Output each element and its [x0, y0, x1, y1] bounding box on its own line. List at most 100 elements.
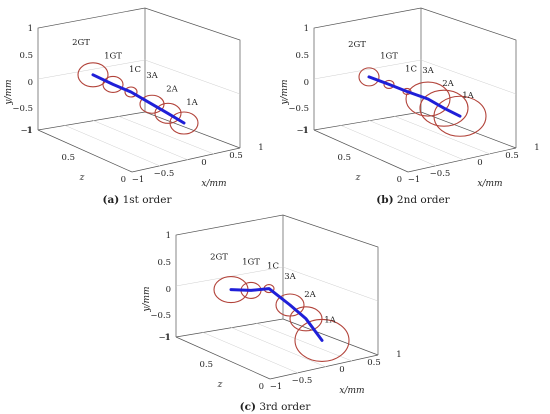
x-tick: 1: [534, 143, 539, 153]
subplot-caption: (b) 2nd order: [376, 194, 450, 206]
x-tick: 0.5: [505, 151, 519, 161]
x-ticks: −1 −0.5 0 0.5 1: [270, 350, 402, 392]
station-label: 1GT: [104, 51, 122, 61]
z-tick: 1: [165, 333, 170, 343]
x-ticks: −1 −0.5 0 0.5 1: [132, 143, 264, 185]
station-label: 1A: [462, 91, 474, 101]
y-tick: 1: [304, 24, 309, 34]
z-tick: 0: [397, 175, 402, 185]
x-tick: −0.5: [430, 169, 451, 179]
station-label: 3A: [422, 66, 434, 76]
x-axis-label: x/mm: [477, 179, 502, 189]
y-axis-label: y/mm: [280, 79, 290, 105]
x-tick: 1: [258, 143, 263, 153]
station-label: 2A: [442, 79, 454, 89]
y-tick: 0: [304, 78, 309, 88]
z-ticks: 1 0.5 0: [165, 333, 264, 392]
y-tick: −0.5: [288, 104, 309, 114]
z-tick: 1: [27, 126, 32, 136]
axes-box: [37, 7, 241, 173]
x-tick: −1: [270, 382, 283, 392]
z-axis-label: z: [217, 380, 223, 390]
axes-box: [313, 7, 517, 173]
y-tick: 0.5: [19, 51, 33, 61]
orbit-ellipse: [294, 318, 350, 362]
x-tick: 0: [477, 158, 482, 168]
y-tick: −1: [296, 126, 309, 136]
y-tick: 0: [166, 285, 171, 295]
y-tick: −0.5: [150, 311, 171, 321]
caption-text: 3rd order: [259, 401, 311, 413]
caption-letter: (b): [376, 194, 393, 206]
z-tick: 0: [259, 382, 264, 392]
caption-text: 1st order: [123, 194, 173, 206]
station-label: 2A: [166, 84, 178, 94]
y-axis-label: y/mm: [142, 286, 152, 312]
x-tick: −0.5: [292, 376, 313, 386]
x-tick: 0.5: [367, 358, 381, 368]
y-tick: −1: [20, 126, 33, 136]
z-tick: 0.5: [199, 360, 213, 370]
orbit-ellipse: [77, 62, 109, 88]
orbit-ellipse: [124, 86, 138, 98]
x-tick: −0.5: [154, 169, 175, 179]
station-label: 1A: [324, 315, 336, 325]
orbit-ellipse: [169, 111, 199, 135]
shaft-deflection-line: [229, 287, 324, 342]
y-tick: −0.5: [12, 104, 33, 114]
orbit-ellipse: [383, 79, 395, 89]
y-ticks: 1 0.5 0 −0.5 −1: [150, 231, 171, 343]
orbit-ellipse: [154, 102, 182, 124]
station-label: 1GT: [380, 51, 398, 61]
x-axis-label: x/mm: [201, 179, 226, 189]
shaft-deflection-line: [367, 75, 462, 118]
axes-box: [175, 214, 379, 380]
x-tick: 0: [339, 365, 344, 375]
station-label: 1C: [267, 262, 279, 272]
orbit-ellipse: [102, 75, 124, 93]
measurement-labels: 2GT 1GT 1C 3A 2A 1A: [210, 253, 337, 326]
z-axis-label: z: [79, 173, 85, 183]
panel-c: 1 0.5 0 −0.5 −1 y/mm −1 −0.5 0 0.5 1 x/m…: [142, 214, 402, 413]
station-label: 2GT: [210, 253, 228, 263]
caption-text: 2nd order: [397, 194, 451, 206]
x-tick: −1: [408, 175, 421, 185]
x-axis-label: x/mm: [339, 386, 364, 396]
orbit-ellipse: [433, 95, 487, 137]
subplot-caption: (a) 1st order: [102, 194, 172, 206]
measurement-labels: 2GT 1GT 1C 3A 2A 1A: [348, 40, 475, 101]
station-label: 1C: [129, 65, 141, 75]
measurement-labels: 2GT 1GT 1C 3A 2A 1A: [72, 38, 199, 108]
station-label: 3A: [284, 272, 296, 282]
z-tick: 0.5: [337, 153, 351, 163]
y-tick: −1: [158, 333, 171, 343]
panel-a: 1 0.5 0 −0.5 −1 y/mm −1 −0.5 0 0.5 1 x/m…: [4, 7, 264, 206]
y-tick: 0.5: [157, 258, 171, 268]
x-tick: −1: [132, 175, 145, 185]
shaft-deflection-line: [91, 73, 186, 125]
station-label: 2A: [304, 290, 316, 300]
caption-letter: (c): [240, 401, 256, 413]
z-tick: 0: [121, 175, 126, 185]
station-label: 1C: [405, 65, 417, 75]
z-axis-label: z: [355, 173, 361, 183]
orbit-ellipse: [419, 89, 469, 127]
caption-letter: (a): [102, 194, 119, 206]
x-tick: 0.5: [229, 151, 243, 161]
orbit-ellipse: [405, 81, 451, 117]
y-tick: 1: [28, 24, 33, 34]
z-ticks: 1 0.5 0: [303, 126, 402, 185]
ellipses: [358, 67, 487, 137]
ellipses: [77, 62, 199, 135]
y-tick: 0.5: [295, 51, 309, 61]
x-tick: 0: [201, 158, 206, 168]
x-ticks: −1 −0.5 0 0.5 1: [408, 143, 540, 185]
station-label: 3A: [146, 71, 158, 81]
x-tick: 1: [396, 350, 401, 360]
station-label: 1GT: [242, 257, 260, 267]
y-ticks: 1 0.5 0 −0.5 −1: [288, 24, 309, 136]
orbit-ellipse: [289, 306, 323, 332]
y-axis-label: y/mm: [4, 79, 14, 105]
station-label: 1A: [186, 98, 198, 108]
y-ticks: 1 0.5 0 −0.5 −1: [12, 24, 33, 136]
